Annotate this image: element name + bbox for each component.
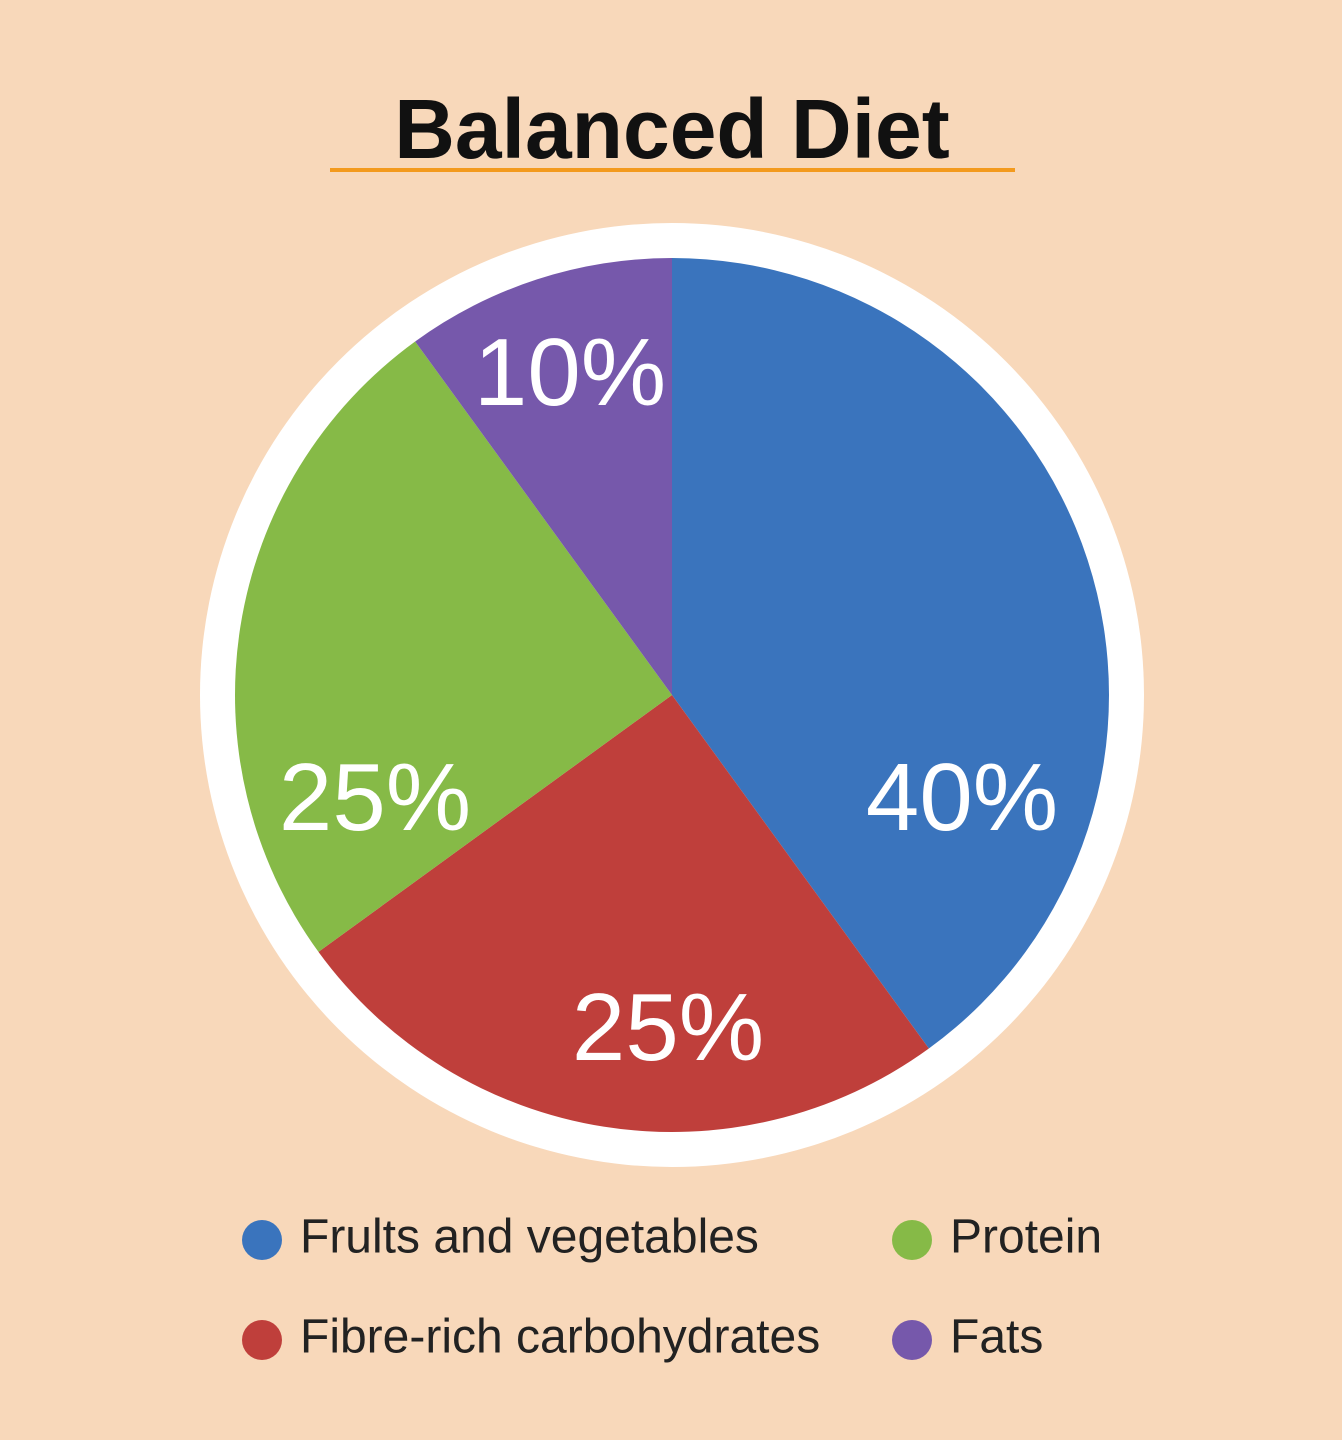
pie — [234, 258, 1109, 1132]
pie-slice — [234, 341, 672, 952]
value-label: 25% — [572, 974, 764, 1081]
chart-title: Balanced Diet — [394, 82, 950, 176]
value-label: 40% — [866, 744, 1058, 851]
legend: Frults and vegetables Fibre-rich carbohyd… — [242, 1211, 1102, 1364]
pie-slice — [318, 695, 929, 1132]
legend-label: Fibre-rich carbohydrates — [300, 1311, 820, 1364]
legend-marker — [892, 1220, 932, 1260]
value-label: 25% — [279, 744, 471, 851]
value-label: 10% — [474, 319, 666, 426]
pie-slice — [672, 258, 1109, 1049]
pie-slice — [415, 258, 672, 695]
value-labels: 40% 25% 25% 10% — [279, 319, 1058, 1081]
legend-marker — [242, 1320, 282, 1360]
legend-marker — [242, 1220, 282, 1260]
legend-marker — [892, 1320, 932, 1360]
legend-label: Fats — [950, 1311, 1043, 1364]
legend-label: Protein — [950, 1211, 1102, 1264]
legend-label: Frults and vegetables — [300, 1211, 759, 1264]
